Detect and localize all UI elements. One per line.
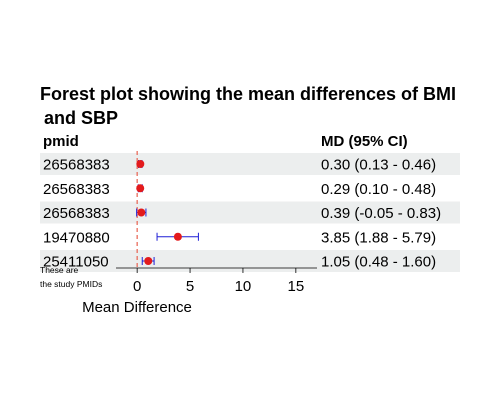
point-estimate	[136, 184, 145, 193]
row-pmid-label: 25411050	[43, 254, 109, 271]
row-md-ci-label: 1.05 (0.48 - 1.60)	[321, 254, 436, 271]
row-pmid-label: 26568383	[43, 157, 110, 174]
table-rows: 26568383 0.30 (0.13 - 0.46) 26568383 0.29 (…	[43, 157, 441, 271]
chart-title-line1: Forest plot showing the mean differences…	[40, 84, 456, 104]
column-header-md-ci: MD (95% CI)	[321, 133, 408, 150]
x-tick-label: 15	[287, 278, 304, 295]
row-md-ci-label: 0.30 (0.13 - 0.46)	[321, 157, 436, 174]
x-tick-label: 0	[133, 278, 141, 295]
x-axis: 0 5 10 15	[116, 267, 317, 295]
row-md-ci-label: 3.85 (1.88 - 5.79)	[321, 229, 436, 246]
row-md-ci-label: 0.29 (0.10 - 0.48)	[321, 181, 436, 198]
row-pmid-label: 19470880	[43, 229, 110, 246]
x-tick-label: 10	[235, 278, 252, 295]
x-axis-label: Mean Difference	[82, 299, 192, 316]
annotation-line1: These are	[40, 265, 79, 275]
column-header-pmid: pmid	[43, 133, 79, 150]
row-pmid-label: 26568383	[43, 181, 110, 198]
point-estimate	[144, 257, 153, 265]
point-estimate	[173, 232, 182, 241]
chart-title-line2: and SBP	[44, 108, 118, 128]
point-estimate	[137, 208, 146, 217]
annotation-line2: the study PMIDs	[40, 279, 102, 289]
row-md-ci-label: 0.39 (-0.05 - 0.83)	[321, 205, 441, 222]
x-tick-label: 5	[186, 278, 194, 295]
row-stripes	[40, 153, 460, 272]
row-pmid-label: 26568383	[43, 205, 110, 222]
row-stripe	[40, 153, 460, 175]
row-stripe	[40, 250, 460, 272]
row-stripe	[40, 201, 460, 224]
point-estimate	[136, 160, 145, 168]
